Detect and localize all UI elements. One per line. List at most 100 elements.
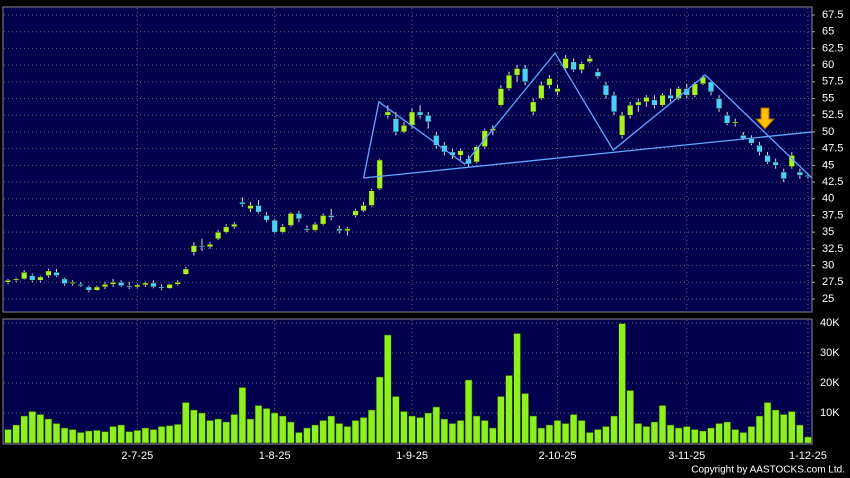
candle-body xyxy=(295,213,302,220)
volume-bar xyxy=(747,426,756,444)
volume-bar xyxy=(222,421,230,444)
volume-bar xyxy=(408,415,416,444)
candle-body xyxy=(627,104,634,116)
y-tick-label: 57.5 xyxy=(822,76,843,88)
volume-bar xyxy=(4,429,12,444)
volume-bar xyxy=(569,414,578,444)
y-tick-label: 42.5 xyxy=(822,176,843,188)
candle-body xyxy=(352,210,359,216)
candle-body xyxy=(61,278,68,284)
copyright: Copyright by AASTOCKS.com Ltd. xyxy=(691,465,845,476)
volume-bar xyxy=(448,423,457,444)
candle-body xyxy=(4,280,12,283)
volume-bar xyxy=(93,430,101,444)
volume-bar xyxy=(464,379,473,444)
y-tick-label: 67.5 xyxy=(822,9,843,21)
candle-body xyxy=(570,61,577,71)
candle-body xyxy=(336,228,343,232)
volume-bar xyxy=(602,426,610,444)
candle-body xyxy=(732,121,739,124)
candle-body xyxy=(93,286,100,291)
y-tick-label: 45 xyxy=(822,159,834,171)
candle-body xyxy=(514,68,521,76)
candle-body xyxy=(69,282,76,284)
candle-body xyxy=(45,270,52,276)
volume-bar xyxy=(473,415,481,444)
volume-bar xyxy=(384,334,392,444)
candle-body xyxy=(255,205,262,213)
y-tick-label: 50 xyxy=(822,126,834,138)
candle-body xyxy=(376,159,383,189)
volume-bar xyxy=(69,429,77,444)
candle-body xyxy=(320,215,327,225)
volume-bar xyxy=(28,411,36,444)
volume-bar xyxy=(561,423,570,444)
volume-bar xyxy=(578,420,586,444)
candle-body xyxy=(231,223,238,228)
y-tick-label: 55 xyxy=(822,92,834,104)
candle-body xyxy=(594,71,601,77)
volume-bar xyxy=(271,412,279,444)
volume-bar xyxy=(497,396,505,444)
volume-bar xyxy=(715,423,723,444)
volume-bar xyxy=(586,432,594,444)
candle-body xyxy=(53,271,60,276)
candle-body xyxy=(263,215,270,221)
grid: 25 27.5 30 32.5 35 37.5 40 42.5 45 47.5 50 52.5 55 57… xyxy=(4,8,843,462)
volume-bar xyxy=(755,415,764,444)
volume-bar xyxy=(125,431,133,444)
volume-bar xyxy=(763,402,772,444)
candle-body xyxy=(538,84,545,99)
candle-body xyxy=(21,271,28,280)
candle-body xyxy=(392,118,399,133)
volume-bar xyxy=(198,412,206,444)
candle-body xyxy=(675,88,682,99)
candle-body xyxy=(360,205,367,212)
candle-body xyxy=(748,138,755,144)
candle-body xyxy=(780,171,787,179)
candle-body xyxy=(37,276,44,281)
candle-body xyxy=(223,226,230,233)
candle-body xyxy=(85,286,92,291)
candle-body xyxy=(796,171,803,176)
volume-bar xyxy=(174,424,182,444)
candle-body xyxy=(118,282,125,286)
candle-body xyxy=(659,94,666,106)
volume-bar xyxy=(707,427,715,444)
volume-bar xyxy=(335,423,343,444)
volume-bar xyxy=(739,432,747,444)
trend-line xyxy=(362,51,813,179)
x-tick-label: 1-12-25 xyxy=(789,450,827,462)
candle-body xyxy=(764,155,771,163)
volume-bar xyxy=(287,421,295,444)
y-tick-label: 25 xyxy=(822,293,834,305)
candle-body xyxy=(497,88,504,106)
volume-bar xyxy=(182,402,190,444)
volume-bar xyxy=(610,415,618,444)
volume-bar xyxy=(190,409,198,444)
y-tick-label: 47.5 xyxy=(822,143,843,155)
volume-bar xyxy=(359,417,368,444)
volume-bar xyxy=(788,411,796,444)
volume-bar xyxy=(521,393,529,444)
y-tick-label: 35 xyxy=(822,226,834,238)
volume-bar xyxy=(537,427,545,444)
volume-bar xyxy=(238,387,247,444)
candle-body xyxy=(740,135,747,139)
candle-body xyxy=(158,286,165,289)
candle-body xyxy=(110,282,117,285)
candle-body xyxy=(602,84,610,96)
candle-body xyxy=(400,125,408,133)
y-tick-label: 32.5 xyxy=(822,243,843,255)
marks xyxy=(4,51,813,444)
volume-bar xyxy=(85,430,93,444)
volume-bar xyxy=(133,430,141,444)
volume-bar xyxy=(157,426,166,444)
candle-body xyxy=(174,282,181,285)
candle-body xyxy=(707,81,715,93)
candle-body xyxy=(772,161,779,166)
volume-bar xyxy=(626,390,634,444)
volume-bar xyxy=(12,424,20,444)
volume-bar xyxy=(141,427,150,444)
